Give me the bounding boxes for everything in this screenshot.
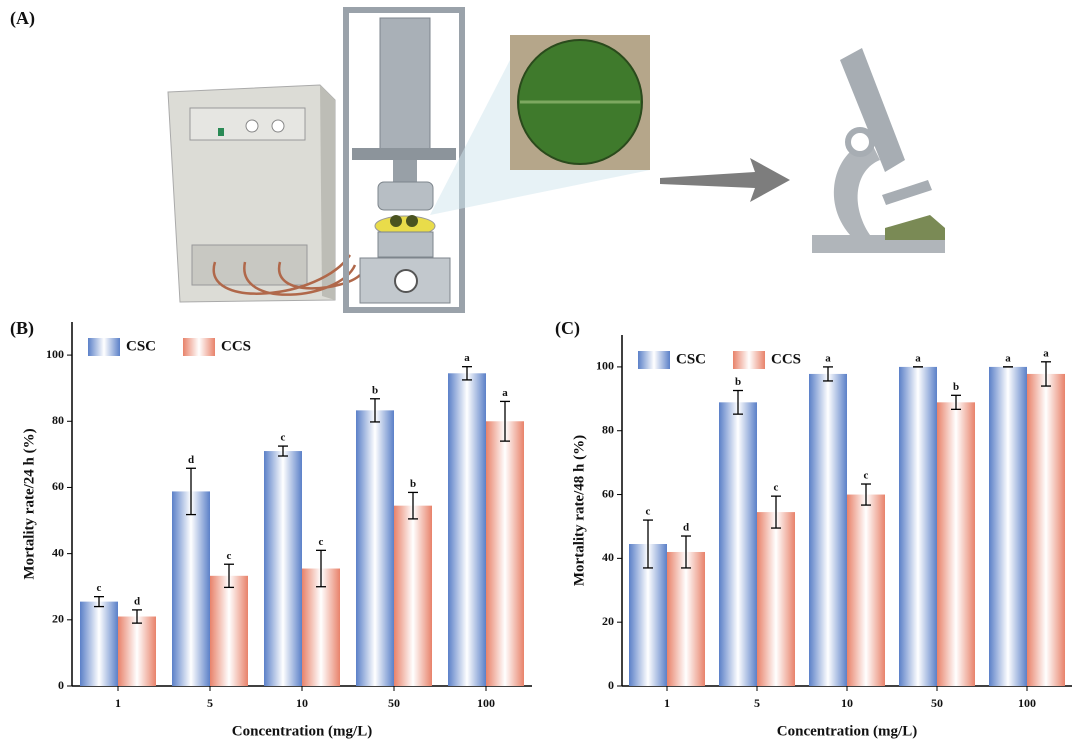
x-axis-label: Concentration (mg/L)	[232, 723, 372, 739]
y-tick-label: 60	[52, 479, 64, 493]
bar	[302, 568, 340, 686]
x-tick-label: 10	[296, 696, 308, 710]
bar	[937, 402, 975, 686]
scope-arm	[833, 140, 880, 235]
panel-label: (A)	[10, 8, 35, 29]
significance-letter: a	[1005, 352, 1011, 364]
y-axis-label: Mortality rate/24 h (%)	[21, 428, 37, 579]
significance-letter: c	[774, 482, 779, 494]
x-tick-label: 50	[931, 696, 943, 710]
significance-letter: a	[915, 352, 921, 364]
base-block	[377, 231, 434, 258]
y-tick-label: 60	[602, 486, 614, 500]
x-tick-label: 10	[841, 696, 853, 710]
legend-label: CCS	[771, 351, 801, 367]
switch	[218, 128, 224, 136]
significance-letter: a	[502, 387, 508, 399]
y-tick-label: 20	[52, 612, 64, 626]
dial	[245, 119, 259, 133]
y-tick-label: 0	[58, 678, 64, 692]
plate	[352, 148, 456, 160]
significance-letter: d	[188, 454, 194, 466]
head	[377, 181, 434, 211]
significance-letter: c	[227, 550, 232, 562]
x-tick-label: 50	[388, 696, 400, 710]
x-tick-label: 100	[477, 696, 495, 710]
y-tick-label: 100	[46, 347, 64, 361]
legend-label: CSC	[126, 338, 156, 354]
significance-letter: d	[683, 522, 689, 534]
x-tick-label: 100	[1018, 696, 1036, 710]
significance-letter: a	[1043, 347, 1049, 359]
significance-letter: b	[735, 376, 741, 388]
y-tick-label: 20	[602, 614, 614, 628]
scope-stage	[882, 180, 932, 205]
legend-label: CSC	[676, 351, 706, 367]
bar	[118, 616, 156, 686]
y-tick-label: 40	[602, 550, 614, 564]
cabinet-side	[320, 85, 335, 300]
y-tick-label: 0	[608, 678, 614, 692]
x-tick-label: 5	[207, 696, 213, 710]
bar	[809, 373, 847, 686]
scope-tube	[840, 48, 905, 172]
bar	[486, 421, 524, 686]
significance-letter: b	[953, 381, 959, 393]
legend-swatch	[88, 338, 120, 356]
sample	[406, 215, 418, 227]
scope-knob	[845, 127, 875, 157]
legend-swatch	[638, 351, 670, 369]
significance-letter: c	[646, 506, 651, 518]
bar	[719, 402, 757, 686]
bar	[80, 601, 118, 686]
y-tick-label: 80	[602, 422, 614, 436]
bar	[1027, 373, 1065, 686]
bar	[847, 494, 885, 686]
significance-letter: b	[372, 384, 378, 396]
bar	[989, 366, 1027, 686]
bar	[667, 551, 705, 686]
x-tick-label: 1	[115, 696, 121, 710]
bar	[172, 491, 210, 686]
significance-letter: a	[464, 352, 470, 364]
significance-letter: b	[410, 478, 416, 490]
sample	[390, 215, 402, 227]
gauge	[394, 269, 418, 293]
y-tick-label: 100	[596, 359, 614, 373]
y-tick-label: 80	[52, 413, 64, 427]
significance-letter: c	[864, 470, 869, 482]
arrow	[660, 158, 790, 202]
illustration: (A)	[10, 7, 945, 313]
legend-label: CCS	[221, 338, 251, 354]
drawer	[191, 244, 308, 286]
dial	[271, 119, 285, 133]
bar	[356, 410, 394, 686]
bar	[264, 451, 302, 686]
significance-letter: d	[134, 595, 140, 607]
y-axis-label: Mortality rate/48 h (%)	[571, 435, 587, 586]
significance-letter: a	[825, 352, 831, 364]
x-tick-label: 5	[754, 696, 760, 710]
y-tick-label: 40	[52, 545, 64, 559]
rod	[393, 160, 417, 185]
significance-letter: c	[281, 432, 286, 444]
cylinder	[379, 17, 431, 154]
bar	[448, 373, 486, 686]
significance-letter: c	[97, 582, 102, 594]
x-tick-label: 1	[664, 696, 670, 710]
significance-letter: c	[319, 536, 324, 548]
x-axis-label: Concentration (mg/L)	[777, 723, 917, 739]
bar	[899, 366, 937, 686]
scope-slide	[885, 215, 945, 240]
panel-label: (B)	[10, 318, 34, 339]
bar	[394, 505, 432, 686]
bar	[757, 512, 795, 686]
legend-swatch	[733, 351, 765, 369]
bar	[210, 575, 248, 686]
panel-label: (C)	[555, 318, 580, 339]
legend-swatch	[183, 338, 215, 356]
